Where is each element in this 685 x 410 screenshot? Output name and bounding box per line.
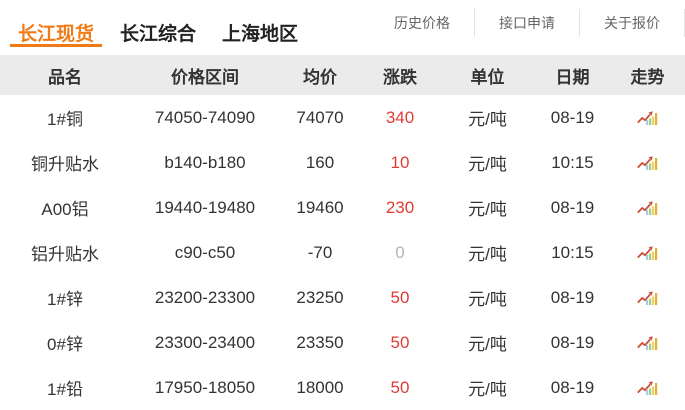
price-range: 23300-23400	[154, 332, 256, 352]
average-price: 160	[305, 152, 335, 172]
product-name: 1#铅	[47, 380, 83, 399]
price-range: 17950-18050	[154, 377, 256, 397]
table-row: 1#铅 17950-18050 18000 50 元/吨 08-19	[0, 365, 685, 410]
table-header-row: 品名 价格区间 均价 涨跌 单位 日期 走势	[0, 55, 685, 95]
tab-changjiang-spot[interactable]: 长江现货	[9, 10, 103, 55]
table-row: 1#锌 23200-23300 23250 50 元/吨 08-19	[0, 275, 685, 320]
unit: 元/吨	[468, 200, 507, 219]
product-name: 1#锌	[47, 290, 83, 309]
top-navigation: 长江现货 长江综合 上海地区 历史价格 接口申请 关于报价	[0, 0, 685, 55]
price-change: 10	[390, 152, 410, 172]
average-price: -70	[307, 242, 333, 262]
col-header-average: 均价	[303, 67, 337, 87]
product-name: A00铝	[41, 200, 89, 219]
trend-chart-icon[interactable]	[637, 200, 658, 216]
unit: 元/吨	[468, 380, 507, 399]
trend-chart-icon[interactable]	[637, 290, 658, 306]
col-header-change: 涨跌	[383, 67, 417, 87]
price-change: 50	[390, 332, 410, 352]
trend-chart-icon[interactable]	[637, 245, 658, 261]
average-price: 23350	[296, 332, 344, 352]
price-change: 50	[390, 287, 410, 307]
price-range: 19440-19480	[154, 197, 256, 217]
average-price: 18000	[296, 377, 344, 397]
menu-about-quotes[interactable]: 关于报价	[580, 9, 685, 37]
unit: 元/吨	[468, 245, 507, 264]
table-row: A00铝 19440-19480 19460 230 元/吨 08-19	[0, 185, 685, 230]
col-header-date: 日期	[555, 67, 590, 87]
price-change: 0	[395, 242, 405, 262]
price-range: c90-c50	[174, 242, 236, 262]
tab-shanghai-region[interactable]: 上海地区	[222, 10, 298, 55]
price-change: 50	[390, 377, 410, 397]
menu-api-apply[interactable]: 接口申请	[475, 9, 580, 37]
price-range: b140-b180	[164, 152, 246, 172]
price-range: 74050-74090	[154, 107, 256, 127]
date: 10:15	[551, 242, 594, 262]
product-name: 铝升贴水	[31, 245, 99, 264]
product-name: 1#铜	[47, 110, 83, 129]
average-price: 23250	[296, 287, 344, 307]
market-tabs: 长江现货 长江综合 上海地区	[9, 0, 324, 55]
price-change: 230	[385, 197, 415, 217]
date: 08-19	[550, 197, 595, 217]
trend-chart-icon[interactable]	[637, 155, 658, 171]
unit: 元/吨	[468, 335, 507, 354]
col-header-trend: 走势	[630, 67, 665, 87]
trend-chart-icon[interactable]	[637, 380, 658, 396]
date: 08-19	[550, 377, 595, 397]
average-price: 74070	[296, 107, 344, 127]
date: 08-19	[550, 107, 595, 127]
price-range: 23200-23300	[154, 287, 256, 307]
date: 10:15	[551, 152, 594, 172]
secondary-menu: 历史价格 接口申请 关于报价	[370, 9, 685, 37]
tab-label: 长江现货	[18, 24, 95, 45]
table-row: 1#铜 74050-74090 74070 340 元/吨 08-19	[0, 95, 685, 140]
col-header-product: 品名	[48, 67, 82, 87]
table-row: 0#锌 23300-23400 23350 50 元/吨 08-19	[0, 320, 685, 365]
unit: 元/吨	[468, 155, 507, 174]
table-row: 铝升贴水 c90-c50 -70 0 元/吨 10:15	[0, 230, 685, 275]
unit: 元/吨	[468, 110, 507, 129]
tab-label: 长江综合	[120, 24, 197, 45]
product-name: 铜升贴水	[31, 155, 99, 174]
trend-chart-icon[interactable]	[637, 335, 658, 351]
average-price: 19460	[296, 197, 344, 217]
unit: 元/吨	[468, 290, 507, 309]
date: 08-19	[550, 332, 595, 352]
table-row: 铜升贴水 b140-b180 160 10 元/吨 10:15	[0, 140, 685, 185]
menu-history-prices[interactable]: 历史价格	[370, 9, 475, 37]
price-change: 340	[385, 107, 415, 127]
tab-changjiang-composite[interactable]: 长江综合	[120, 10, 196, 55]
tab-label: 上海地区	[222, 24, 299, 45]
trend-chart-icon[interactable]	[637, 110, 658, 126]
price-table-body: 1#铜 74050-74090 74070 340 元/吨 08-19 铜升贴水…	[0, 95, 685, 410]
date: 08-19	[550, 287, 595, 307]
col-header-price-range: 价格区间	[171, 67, 239, 87]
product-name: 0#锌	[47, 335, 83, 354]
col-header-unit: 单位	[470, 67, 505, 87]
